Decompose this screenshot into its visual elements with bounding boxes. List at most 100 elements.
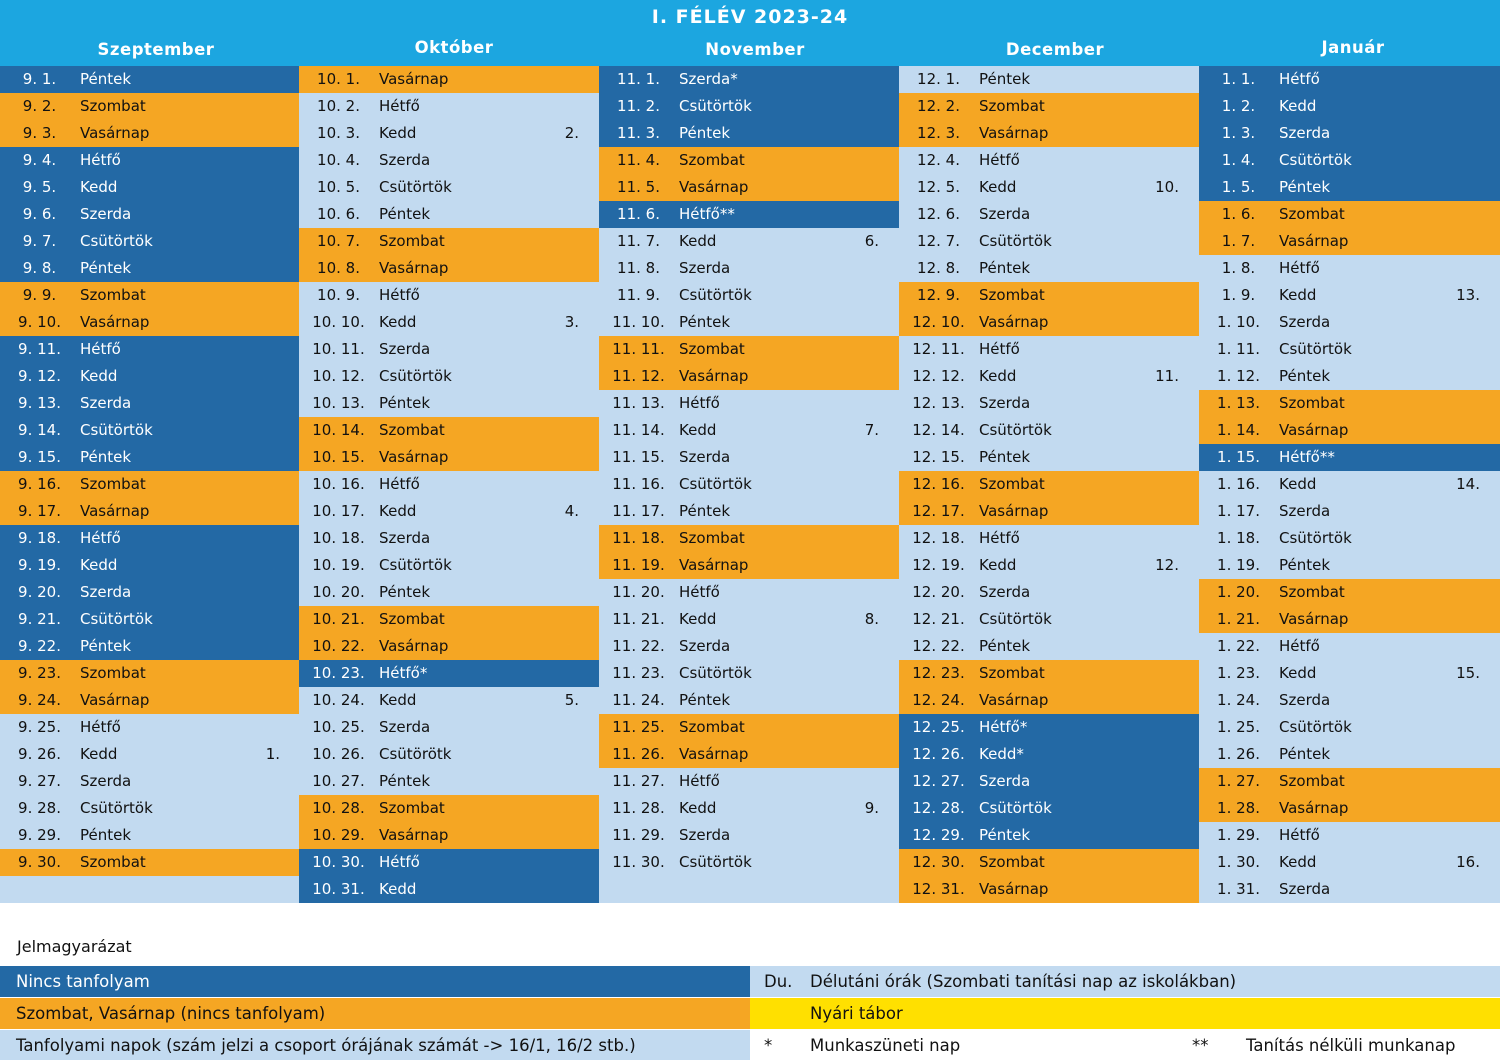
day-cell: 10. 4. Szerda [299, 147, 599, 174]
day-date: 10. 29. [312, 826, 365, 844]
lesson-number: 16. [1456, 853, 1480, 871]
day-cell: 1. 5. Péntek [1199, 174, 1500, 201]
day-name: Péntek [679, 691, 731, 709]
day-name: Hétfő [379, 286, 420, 304]
day-cell: 1. 27. Szombat [1199, 768, 1500, 795]
day-date: 10. 24. [312, 691, 365, 709]
lesson-number: 8. [864, 610, 879, 628]
day-cell: 11. 12. Vasárnap [599, 363, 899, 390]
day-cell: 12. 20. Szerda [899, 579, 1199, 606]
month-header-september: Szeptember [97, 40, 215, 59]
day-date: 12. 22. [912, 637, 965, 655]
day-cell: 10. 26. Csütörötk [299, 741, 599, 768]
legend-workday-label: Tanítás nélküli munkanap [1246, 1036, 1456, 1055]
day-name: Szerda [379, 718, 431, 736]
day-date: 12. 18. [912, 529, 965, 547]
day-date: 9. 22. [18, 637, 61, 655]
day-name: Péntek [679, 502, 731, 520]
day-date: 1. 4. [1221, 151, 1256, 169]
day-name: Péntek [80, 70, 132, 88]
day-date: 1. 12. [1217, 367, 1260, 385]
day-name: Vasárnap [379, 70, 449, 88]
day-name: Péntek [80, 826, 132, 844]
day-name: Kedd [80, 367, 118, 385]
day-date: 1. 3. [1221, 124, 1256, 142]
day-date: 9. 25. [18, 718, 61, 736]
month-header-december: December [1005, 40, 1105, 59]
day-date: 10. 7. [317, 232, 360, 250]
day-name: Csütörtök [679, 664, 752, 682]
day-date: 10. 28. [312, 799, 365, 817]
day-name: Péntek [979, 448, 1031, 466]
day-cell: 10. 20. Péntek [299, 579, 599, 606]
day-name: Kedd* [979, 745, 1024, 763]
day-date: 12. 6. [917, 205, 960, 223]
day-cell: 12. 24. Vasárnap [899, 687, 1199, 714]
day-date: 12. 2. [917, 97, 960, 115]
day-name: Vasárnap [679, 745, 749, 763]
day-date: 9. 28. [18, 799, 61, 817]
day-cell: 9. 10. Vasárnap [0, 309, 300, 336]
day-date: 9. 23. [18, 664, 61, 682]
day-cell: 9. 9. Szombat [0, 282, 300, 309]
day-name: Hétfő [979, 151, 1020, 169]
day-cell: 11. 3. Péntek [599, 120, 899, 147]
day-cell: 1. 6. Szombat [1199, 201, 1500, 228]
day-cell: 1. 18. Csütörtök [1199, 525, 1500, 552]
day-cell: 11. 16. Csütörtök [599, 471, 899, 498]
day-name: Szombat [979, 475, 1045, 493]
day-date: 9. 12. [18, 367, 61, 385]
day-date: 10. 20. [312, 583, 365, 601]
day-cell: 11. 13. Hétfő [599, 390, 899, 417]
day-date: 10. 13. [312, 394, 365, 412]
day-name: Hétfő [1279, 70, 1320, 88]
day-cell: 10. 6. Péntek [299, 201, 599, 228]
day-date: 10. 30. [312, 853, 365, 871]
day-cell: 9. 19. Kedd [0, 552, 300, 579]
day-name: Péntek [1279, 556, 1331, 574]
lesson-number: 14. [1456, 475, 1480, 493]
day-name: Vasárnap [979, 691, 1049, 709]
day-date: 10. 6. [317, 205, 360, 223]
day-name: Szombat [1279, 205, 1345, 223]
day-cell: 12. 13. Szerda [899, 390, 1199, 417]
day-name: Kedd [379, 502, 417, 520]
day-date: 12. 26. [912, 745, 965, 763]
day-date: 9. 8. [22, 259, 57, 277]
day-name: Szerda* [679, 70, 738, 88]
day-cell: 10. 30. Hétfő [299, 849, 599, 876]
day-cell: 9. 14. Csütörtök [0, 417, 300, 444]
day-date: 10. 4. [317, 151, 360, 169]
day-date: 1. 13. [1217, 394, 1260, 412]
day-name: Hétfő* [379, 664, 428, 682]
day-name: Hétfő [80, 529, 121, 547]
day-cell: 1. 9. Kedd 13. [1199, 282, 1500, 309]
day-date: 9. 7. [22, 232, 57, 250]
day-cell: 11. 23. Csütörtök [599, 660, 899, 687]
day-name: Szombat [679, 151, 745, 169]
day-cell: 11. 22. Szerda [599, 633, 899, 660]
day-name: Hétfő* [979, 718, 1028, 736]
day-name: Szerda [979, 394, 1031, 412]
day-cell: 10. 19. Csütörtök [299, 552, 599, 579]
day-date: 10. 31. [312, 880, 365, 898]
day-cell: 9. 21. Csütörtök [0, 606, 300, 633]
day-date: 11. 29. [612, 826, 665, 844]
day-cell: 9. 30. Szombat [0, 849, 300, 876]
day-name: Kedd [679, 232, 717, 250]
lesson-number: 3. [564, 313, 579, 331]
lesson-number: 2. [564, 124, 579, 142]
day-name: Szombat [379, 610, 445, 628]
lesson-number: 7. [864, 421, 879, 439]
day-date: 12. 29. [912, 826, 965, 844]
day-date: 1. 27. [1217, 772, 1260, 790]
lesson-number: 5. [564, 691, 579, 709]
legend-symbols: * Munkaszüneti nap ** Tanítás nélküli mu… [750, 1030, 1500, 1060]
day-date: 12. 23. [912, 664, 965, 682]
day-name: Hétfő [80, 340, 121, 358]
day-date: 9. 29. [18, 826, 61, 844]
lesson-number: 9. [864, 799, 879, 817]
day-name: Szombat [379, 421, 445, 439]
day-cell: 10. 24. Kedd 5. [299, 687, 599, 714]
day-name: Péntek [379, 205, 431, 223]
